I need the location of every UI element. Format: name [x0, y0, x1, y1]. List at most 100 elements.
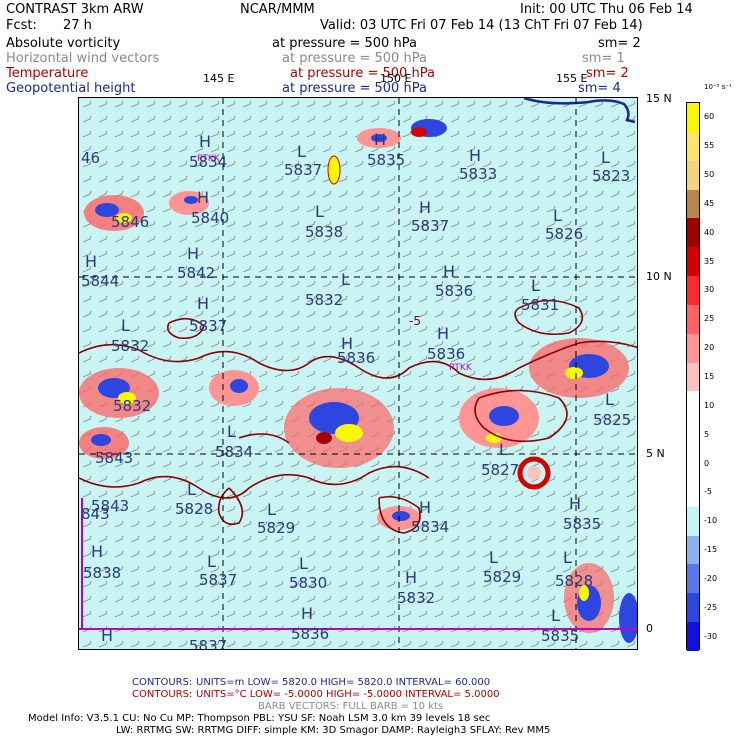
field-level-geopotential: at pressure = 500 hPa [282, 81, 427, 96]
edge-value: 843 [81, 505, 110, 523]
pressure-center-type: H [197, 294, 210, 313]
pressure-center-type: L [531, 276, 540, 295]
init-time: Init: 00 UTC Thu 06 Feb 14 [520, 2, 693, 17]
pressure-center-type: L [227, 422, 236, 441]
colorbar-segment [687, 535, 699, 565]
edge-value: 5843 [95, 449, 134, 467]
pressure-center-value: 5833 [459, 165, 498, 183]
pressure-center-type: H [437, 324, 450, 343]
pressure-center-value: 5836 [427, 345, 466, 363]
pressure-center-type: H [419, 498, 432, 517]
pressure-center-value: 5837 [199, 571, 238, 589]
barb-vectors-info: BARB VECTORS: FULL BARB = 10 kts [258, 701, 444, 712]
colorbar-segment [687, 391, 699, 421]
colorbar-label: 35 [704, 256, 715, 266]
pressure-center-type: H [443, 262, 456, 281]
pressure-center-type: L [267, 500, 276, 519]
colorbar-label: 40 [704, 227, 715, 237]
pressure-center-type: H [341, 334, 354, 353]
edge-value: 5837 [189, 637, 228, 650]
pressure-center-value: 5829 [257, 519, 296, 537]
institution-label: NCAR/MMM [240, 2, 315, 17]
pressure-center-type: H [85, 252, 98, 271]
pressure-center-type: L [601, 148, 610, 167]
lat-label-5n: 5 N [646, 447, 665, 460]
colorbar-segment [687, 103, 699, 133]
pressure-center-value: 5843 [91, 497, 130, 515]
pressure-center-type: H [405, 568, 418, 587]
pressure-center-type: H [101, 626, 114, 645]
pressure-center-value: 5838 [305, 223, 344, 241]
pressure-center-value: 5832 [111, 337, 150, 355]
pressure-center-value: 5827 [481, 461, 520, 479]
pressure-center-type: H [569, 494, 582, 513]
colorbar-segment [687, 449, 699, 479]
pressure-center-value: 5838 [83, 564, 122, 582]
pressure-center-value: 5831 [521, 296, 560, 314]
valid-time: Valid: 03 UTC Fri 07 Feb 14 (13 ChT Fri … [320, 18, 643, 33]
pressure-center-value: 5840 [191, 209, 230, 227]
colorbar-label: 30 [704, 285, 715, 295]
colorbar-segment [687, 477, 699, 508]
pressure-center-value: 5835 [367, 151, 406, 169]
pressure-center-type: H [91, 542, 104, 561]
model-title: CONTRAST 3km ARW [6, 2, 144, 17]
pressure-center-type: L [499, 440, 508, 459]
colorbar-label: -20 [704, 573, 718, 583]
colorbar-label: 15 [704, 372, 715, 381]
pressure-center-value: 5837 [189, 317, 228, 335]
field-sm-geopotential: sm= 4 [578, 81, 621, 96]
colorbar-segment [687, 333, 699, 364]
pressure-center-type: L [315, 202, 324, 221]
lat-lon-grid [79, 98, 637, 649]
pressure-center-value: 5823 [592, 167, 631, 185]
pressure-center-type: L [187, 480, 196, 499]
colorbar-label: 50 [704, 170, 715, 180]
pressure-center-value: 5828 [175, 500, 214, 518]
field-name-temperature: Temperature [6, 66, 89, 81]
pressure-center-type: L [121, 316, 130, 335]
pressure-center-value: 5825 [593, 411, 632, 429]
pressure-center-type: H [199, 132, 212, 151]
field-level-vorticity: at pressure = 500 hPa [272, 36, 417, 51]
colorbar-segment [687, 131, 699, 162]
colorbar-segment [687, 160, 699, 190]
map-overlay [79, 98, 637, 649]
vorticity-colorbar [686, 102, 700, 652]
lon-label-155e: 155 E [556, 72, 588, 85]
colorbar-label: 45 [704, 198, 715, 208]
colorbar-label: -30 [704, 631, 718, 641]
colorbar-segment [687, 247, 699, 277]
pressure-center-type: H [419, 198, 432, 217]
colorbar-label: 55 [704, 141, 715, 151]
colorbar-segment [687, 276, 699, 306]
colorbar-segment [687, 593, 699, 623]
contours-height-info: UNITS=m LOW= 5820.0 HIGH= 5820.0 INTERVA… [196, 677, 491, 688]
pressure-center-value: 5836 [435, 282, 474, 300]
colorbar-label: 25 [704, 314, 715, 324]
pressure-center-type: L [489, 548, 498, 567]
pressure-center-value: 5829 [483, 568, 522, 586]
pressure-center-value: 5835 [541, 627, 580, 645]
pressure-center-type: H [197, 188, 210, 207]
pressure-center-value: 5834 [215, 443, 254, 461]
field-sm-wind: sm= 1 [582, 51, 625, 66]
pressure-center-type: L [207, 552, 216, 571]
pressure-center-value: 5842 [177, 264, 216, 282]
temperature-contour-label: -5 [409, 314, 421, 328]
contours-temp-info: UNITS=°C LOW= -5.0000 HIGH= -5.0000 INTE… [196, 689, 500, 700]
pressure-center-value: 5835 [563, 515, 602, 533]
pressure-center-type: H [187, 244, 200, 263]
pressure-center-value: 5844 [81, 272, 120, 290]
field-sm-vorticity: sm= 2 [598, 36, 641, 51]
lon-label-150e: 150 E [380, 72, 412, 85]
contours-temp-label: CONTOURS: [132, 689, 193, 700]
colorbar-units: 10⁻⁵ s⁻¹ [704, 83, 732, 91]
pressure-center-type: L [553, 206, 562, 225]
colorbar-segment [687, 189, 699, 219]
pressure-center-type: L [341, 270, 350, 289]
temperature-contours [79, 299, 637, 534]
station-label: PTKK [449, 363, 472, 373]
pressure-center-value: 5837 [411, 217, 450, 235]
contours-height-label: CONTOURS: [132, 677, 193, 688]
